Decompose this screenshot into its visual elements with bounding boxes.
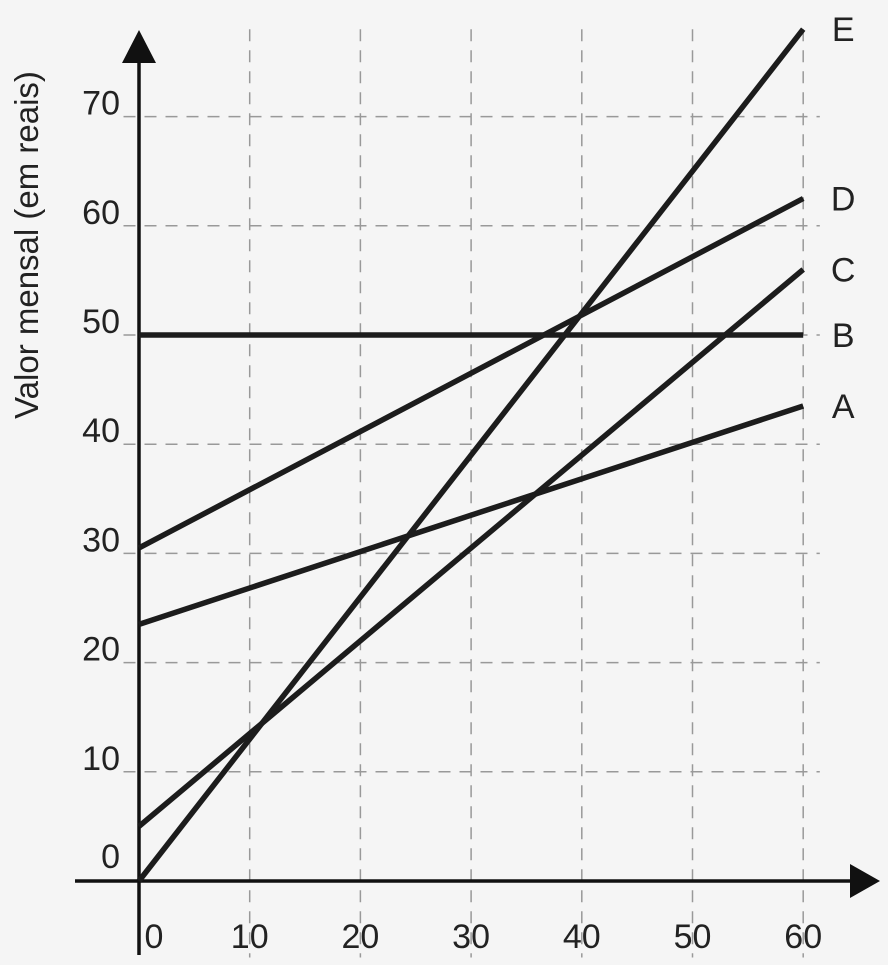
y-tick-label: 60 [82, 194, 120, 232]
series-lines [136, 27, 806, 883]
y-tick-label: 70 [82, 85, 120, 123]
y-tick-label: 20 [82, 631, 120, 669]
grid [123, 29, 820, 958]
x-tick-label: 0 [145, 918, 164, 956]
x-tick-label: 60 [784, 918, 822, 956]
series-label-A: A [832, 388, 855, 426]
y-tick-label: 40 [82, 412, 120, 450]
x-tick-label: 50 [674, 918, 712, 956]
y-tick-label: 30 [82, 521, 120, 559]
x-tick-label: 40 [563, 918, 601, 956]
series-line-C [137, 267, 805, 829]
series-line-A [138, 403, 805, 627]
series-label-C: C [831, 251, 856, 289]
x-axis-arrow [850, 864, 880, 898]
y-tick-labels: 0 10 20 30 40 50 60 70 [82, 85, 120, 876]
y-tick-label: 0 [101, 838, 120, 876]
series-label-D: D [831, 181, 856, 219]
series-line-D [137, 196, 805, 551]
axes [75, 30, 880, 955]
series-line-E [136, 27, 806, 883]
y-tick-label: 10 [82, 740, 120, 778]
x-tick-label: 20 [341, 918, 379, 956]
y-axis-arrow [122, 30, 156, 63]
x-tick-labels: 0 10 20 30 40 50 60 [145, 918, 823, 956]
y-axis-label: Valor mensal (em reais) [8, 71, 45, 419]
series-label-B: B [832, 317, 855, 355]
x-tick-label: 30 [452, 918, 490, 956]
series-label-E: E [832, 11, 855, 49]
y-tick-label: 50 [82, 303, 120, 341]
x-tick-label: 10 [231, 918, 269, 956]
